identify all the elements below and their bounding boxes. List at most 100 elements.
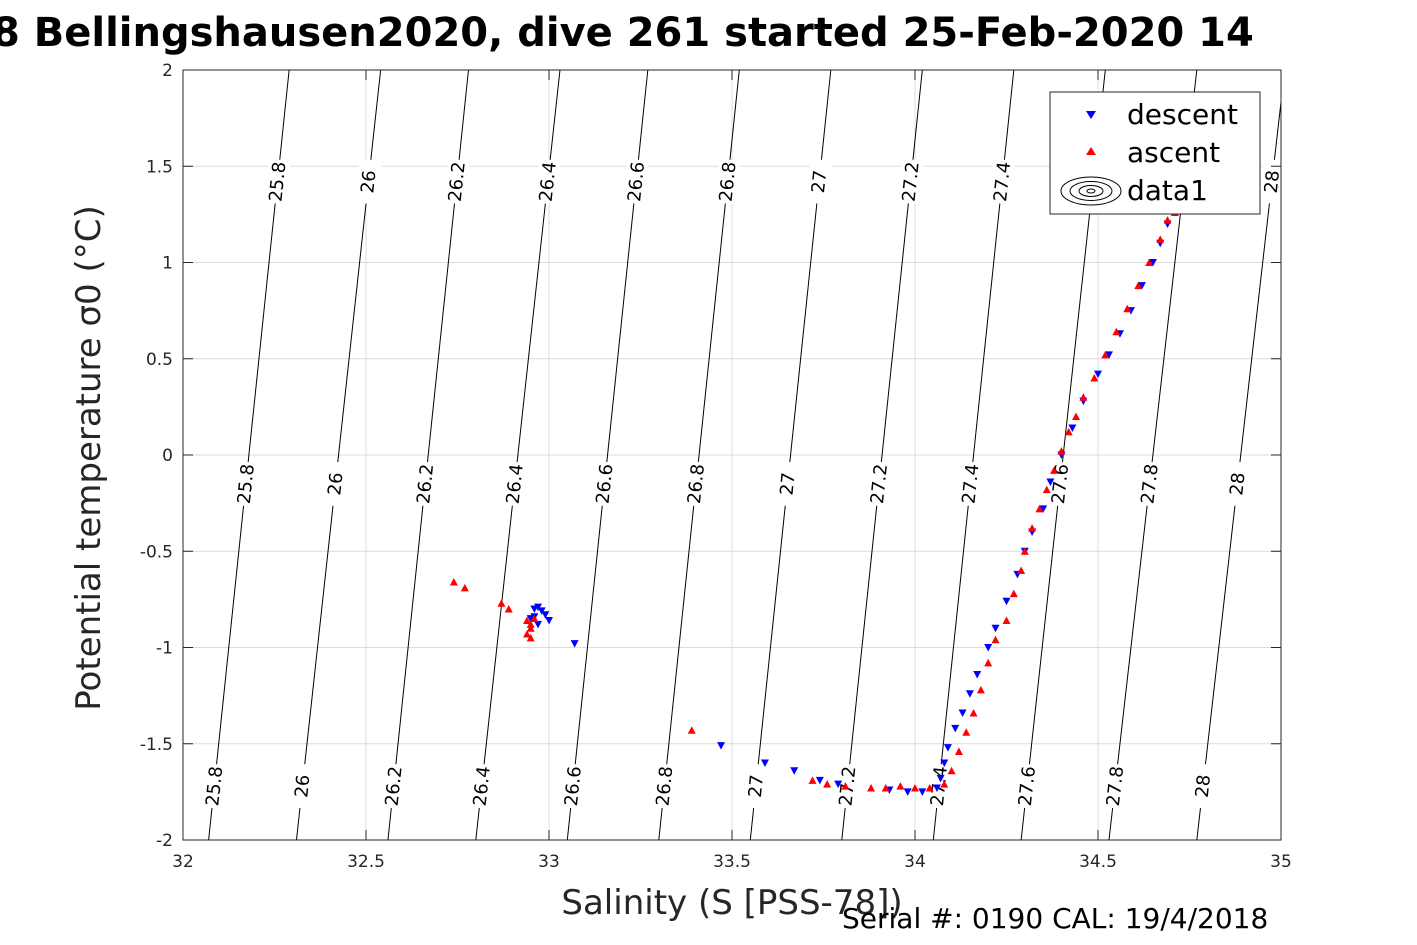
ascent-point: [523, 630, 532, 638]
ascent-point: [526, 633, 535, 642]
contour-label-gap: [411, 460, 439, 507]
ascent-point: [530, 614, 539, 623]
descent-point: [834, 780, 843, 789]
contour-label-gap: [805, 158, 833, 205]
ascent-point: [911, 784, 919, 792]
contour-label-gap: [322, 460, 349, 507]
ascent-point: [1042, 485, 1051, 494]
descent-point: [1039, 505, 1048, 513]
ascent-point: [808, 776, 817, 784]
contour-label: 27: [776, 471, 799, 496]
contour-label: 26.6: [593, 463, 618, 505]
contour-label-gap: [1013, 763, 1041, 810]
legend-descent-marker: [1086, 111, 1096, 119]
contour-label-gap: [591, 460, 618, 507]
descent-point: [958, 709, 967, 717]
ascent-point: [1112, 327, 1121, 336]
ascent-point: [940, 780, 949, 788]
contour-label-gap: [714, 158, 741, 205]
ascent-point: [823, 780, 832, 788]
ascent-point: [1079, 393, 1088, 401]
ascent-point: [1145, 258, 1154, 266]
contour-label-gap: [1224, 460, 1251, 507]
contour-label: 26: [324, 471, 347, 496]
legend-data1-marker: [1060, 176, 1122, 206]
contour-label-gap: [264, 158, 291, 205]
descent-point: [932, 784, 941, 793]
descent-point: [541, 611, 550, 619]
contour-label: 27.6: [1048, 463, 1073, 505]
ascent-point: [526, 620, 535, 628]
ascent-point: [1163, 216, 1172, 224]
contour-label-gap: [1258, 158, 1281, 205]
descent-point: [951, 724, 960, 733]
contour-label: 27.6: [1015, 765, 1040, 807]
x-tick-label: 32: [172, 852, 194, 872]
contour-label-gap: [774, 460, 801, 507]
ascent-point: [1020, 547, 1029, 555]
y-axis-label: Potential temperature σ0 (°C): [69, 205, 109, 711]
contour-label-gap: [622, 158, 650, 205]
ascent-point: [1009, 589, 1018, 598]
contour-label: 26.2: [382, 765, 407, 807]
descent-point: [1094, 370, 1102, 379]
y-tick-label: -1: [156, 639, 173, 659]
data-points: [449, 208, 1179, 796]
contour-label: 27: [745, 774, 768, 799]
contour-label: 26: [357, 169, 380, 194]
contour-label: 28: [1226, 471, 1249, 496]
ascent-point: [1072, 412, 1081, 420]
ascent-point: [1035, 504, 1044, 513]
ascent-point: [1156, 235, 1165, 243]
contour-label: 25.8: [202, 765, 227, 807]
legend-descent-label: descent: [1127, 98, 1238, 131]
descent-point: [918, 788, 927, 796]
x-tick-label: 33: [538, 852, 560, 872]
chart-title: 8 Bellingshausen2020, dive 261 started 2…: [0, 10, 1254, 56]
ascent-point: [526, 624, 535, 632]
descent-point: [973, 670, 982, 679]
contour-label-gap: [1189, 762, 1217, 810]
ascent-point: [954, 747, 963, 755]
descent-point: [965, 690, 974, 698]
y-tick-label: -2: [156, 831, 173, 851]
ascent-point: [1101, 350, 1110, 359]
descent-point: [815, 776, 824, 785]
ascent-point: [976, 685, 985, 694]
contour-label-gap: [1136, 460, 1164, 507]
ascent-point: [962, 728, 971, 736]
descent-point: [717, 742, 726, 750]
descent-point: [534, 603, 543, 612]
ascent-point: [867, 784, 876, 792]
descent-point: [534, 620, 543, 629]
ascent-point: [1134, 281, 1143, 290]
contour-label-gap: [897, 158, 924, 205]
y-tick-label: 1: [162, 254, 173, 274]
contour-label: 28: [1261, 169, 1284, 194]
contour-label: 26.2: [445, 161, 470, 203]
ascent-point: [969, 708, 978, 717]
legend-data1-label: data1: [1127, 174, 1208, 207]
legend-ascent-marker: [1086, 147, 1096, 155]
ascent-point: [1123, 304, 1132, 313]
contour-label: 27.4: [990, 161, 1015, 203]
contour-label: 26: [291, 774, 314, 799]
legend-box: [1049, 91, 1261, 215]
serial-calibration-footer: Serial #: 0190 CAL: 19/4/2018: [842, 902, 1268, 935]
axis-ticks: 32 32.5 33 33.5 34 34.5 35 -2 -1.5 -1 -0.5 0 0.5 1 1.5…: [140, 61, 1292, 872]
contour-label-gap: [534, 158, 562, 205]
contour-label: 26.2: [413, 463, 438, 505]
contour-label: 26.4: [503, 463, 528, 505]
contour-label-gap: [501, 460, 529, 507]
ascent-point: [881, 784, 890, 792]
contour-label-gap: [559, 763, 587, 810]
contour-label: 28: [1192, 774, 1215, 799]
y-tick-label: 0.5: [146, 350, 173, 370]
contour-label-gap: [865, 460, 893, 507]
contour-label: 26.4: [470, 765, 495, 807]
descent-point: [570, 640, 579, 648]
ascent-point: [1090, 374, 1099, 382]
ascent-point: [504, 605, 513, 613]
contour-label-gap: [355, 158, 382, 205]
ascent-point: [1017, 566, 1026, 574]
